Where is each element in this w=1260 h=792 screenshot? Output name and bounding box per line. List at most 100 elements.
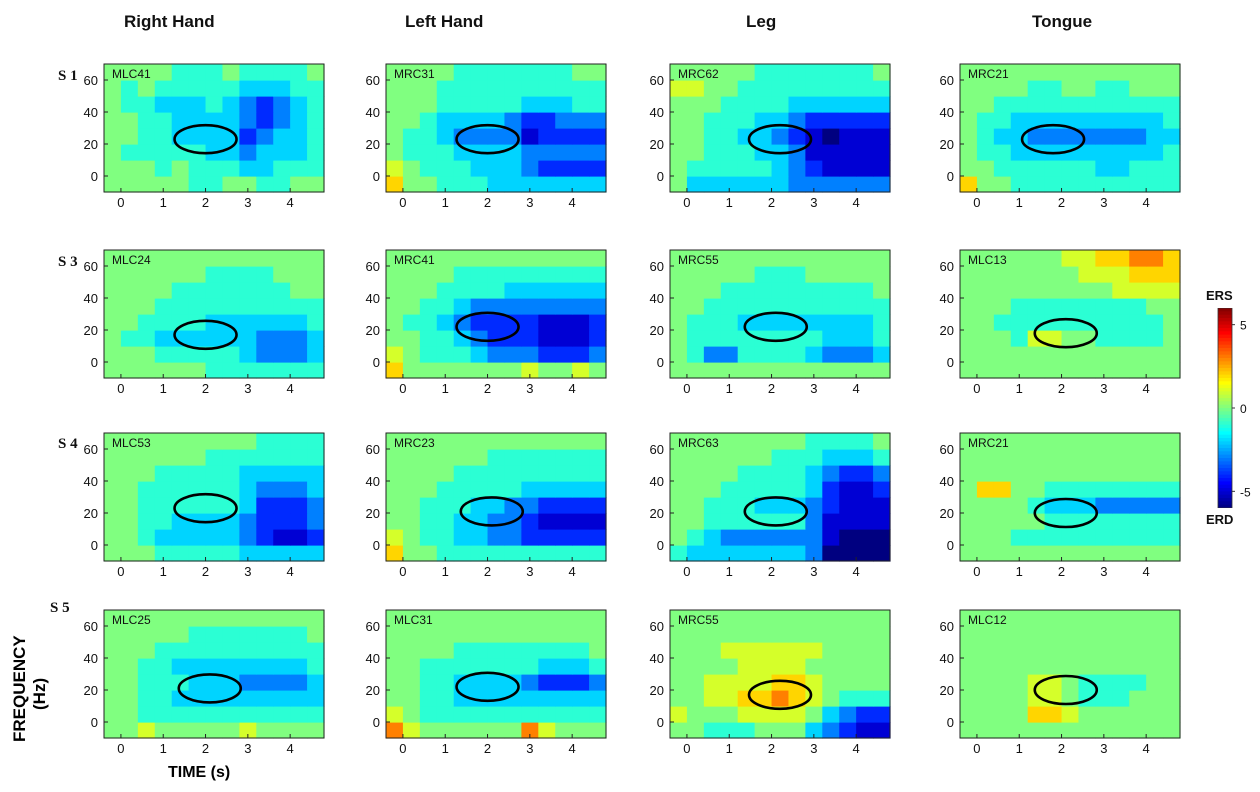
heatmap-cell	[1027, 449, 1046, 466]
heatmap-cell	[171, 497, 190, 514]
heatmap-cell	[1078, 433, 1096, 450]
heatmap-cell	[1027, 80, 1046, 97]
heatmap-cell	[188, 545, 207, 562]
x-tick-label: 3	[810, 195, 817, 210]
heatmap-cell	[754, 80, 773, 97]
heatmap-cell	[720, 250, 739, 267]
panel-frame	[385, 63, 607, 193]
heatmap-cell	[839, 128, 857, 145]
heatmap-cell	[686, 433, 705, 450]
heatmap-cell	[273, 96, 291, 113]
heatmap-cell	[1010, 658, 1029, 675]
heatmap-cell	[104, 112, 122, 129]
heatmap-cell	[386, 545, 404, 562]
heatmap-cell	[504, 465, 522, 482]
heatmap-cell	[589, 128, 607, 145]
heatmap-cell	[538, 330, 556, 347]
highlight-ellipse	[1033, 317, 1099, 349]
heatmap-cell	[205, 658, 224, 675]
colorbar-segment	[1218, 434, 1232, 439]
heatmap-cell	[976, 433, 995, 450]
heatmap-cell	[205, 433, 224, 450]
panel-frame	[385, 432, 607, 562]
heatmap-cell	[290, 706, 308, 723]
heatmap-cell	[670, 433, 688, 450]
heatmap-cell	[1129, 610, 1147, 627]
heatmap-cell	[188, 658, 207, 675]
heatmap-cell	[1027, 529, 1046, 546]
heatmap-cell	[805, 314, 823, 331]
channel-label: MRC21	[968, 67, 1009, 81]
heatmap-cell	[188, 282, 207, 299]
heatmap-cell	[1095, 128, 1113, 145]
heatmap-cell	[873, 362, 891, 379]
heatmap-cell	[504, 80, 522, 97]
heatmap-cell	[1129, 362, 1147, 379]
colorbar-segment	[1218, 468, 1232, 472]
heatmap-cell	[307, 160, 325, 177]
heatmap-cell	[154, 80, 173, 97]
heatmap-cell	[419, 513, 438, 530]
heatmap-cell	[1044, 176, 1063, 193]
heatmap-cell	[703, 346, 722, 363]
y-tick-label: 40	[366, 105, 380, 120]
heatmap-cell	[1112, 610, 1130, 627]
heatmap-cell	[754, 706, 773, 723]
heatmap-cell	[993, 144, 1012, 161]
heatmap-cell	[521, 610, 539, 627]
heatmap-cell	[470, 610, 489, 627]
heatmap-cell	[555, 465, 573, 482]
heatmap-cell	[572, 690, 590, 707]
heatmap-cell	[670, 298, 688, 315]
heatmap-cell	[419, 176, 438, 193]
x-tick-label: 4	[853, 564, 860, 579]
colorbar-segment	[1218, 368, 1232, 372]
colorbar-segment	[1218, 408, 1232, 412]
heatmap-cell	[239, 144, 257, 161]
heatmap-cell	[470, 330, 489, 347]
heatmap-cell	[137, 529, 156, 546]
heatmap-cell	[1112, 626, 1130, 643]
heatmap-cell	[1010, 497, 1029, 514]
heatmap-cell	[720, 96, 739, 113]
heatmap-cell	[1095, 362, 1113, 379]
heatmap-cell	[307, 144, 325, 161]
heatmap-cell	[171, 96, 190, 113]
heatmap-cell	[1146, 144, 1164, 161]
heatmap-cell	[720, 481, 739, 498]
heatmap-cell	[205, 626, 224, 643]
heatmap-cell	[670, 112, 688, 129]
panel-frame	[669, 432, 891, 562]
heatmap-cell	[720, 545, 739, 562]
heatmap-cell	[720, 642, 739, 659]
heatmap-cell	[771, 80, 790, 97]
heatmap-cell	[1010, 266, 1029, 283]
heatmap-cell	[487, 465, 506, 482]
heatmap-cell	[1078, 250, 1096, 267]
heatmap-cell	[521, 513, 539, 530]
heatmap-cell	[188, 128, 207, 145]
heatmap-cell	[171, 433, 190, 450]
heatmap-cell	[470, 529, 489, 546]
heatmap-cell	[290, 96, 308, 113]
heatmap-cell	[120, 160, 139, 177]
heatmap-cell	[822, 96, 840, 113]
heatmap-cell	[521, 722, 539, 739]
heatmap-cell	[239, 176, 257, 193]
heatmap-cell	[856, 362, 874, 379]
heatmap-cell	[538, 314, 556, 331]
heatmap-cell	[1129, 433, 1147, 450]
heatmap-cell	[839, 266, 857, 283]
heatmap-cell	[521, 433, 539, 450]
colorbar: 5 0 -5	[1216, 307, 1260, 513]
heatmap-cell	[1061, 266, 1080, 283]
heatmap-cell	[188, 706, 207, 723]
colorbar-segment	[1218, 364, 1232, 369]
heatmap-cell	[205, 298, 224, 315]
heatmap-cell	[737, 449, 756, 466]
heatmap-cell	[453, 658, 472, 675]
heatmap-cell	[686, 176, 705, 193]
y-tick-label: 60	[650, 259, 664, 274]
